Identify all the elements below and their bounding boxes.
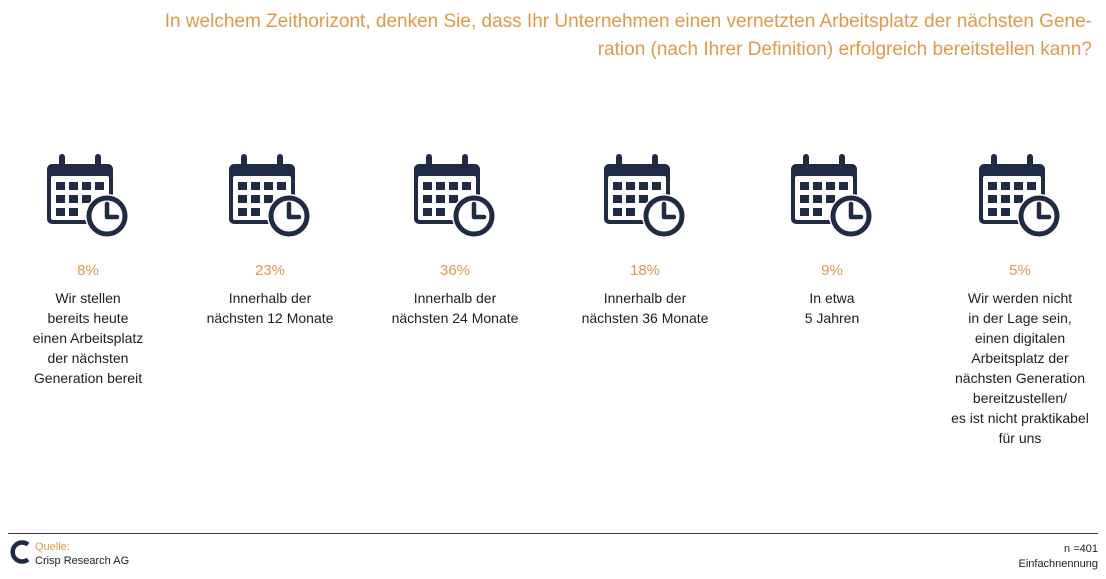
answer-item: 5% Wir werden nicht in der Lage sein, einen… (940, 148, 1100, 448)
answer-item: 36% Innerhalb der nächsten 24 Monate (375, 148, 535, 328)
answer-label-line: für uns (998, 430, 1042, 446)
answer-label-line: der nächsten (47, 350, 129, 366)
percent-value: 23% (254, 262, 286, 279)
answer-label-line: Innerhalb der (413, 290, 497, 306)
answer-label-line: Wir stellen (55, 290, 121, 306)
answer-label-line: Generation bereit (33, 370, 143, 386)
answer-label: In etwa 5 Jahren (752, 288, 912, 328)
percent-value: 8% (77, 262, 99, 279)
answer-item: 23% Innerhalb der nächsten 12 Monate (190, 148, 350, 328)
calendar-clock-icon (40, 148, 136, 244)
percent-value: 18% (629, 262, 661, 279)
answer-item: 18% Innerhalb der nächsten 36 Monate (565, 148, 725, 328)
answer-item: 9% In etwa 5 Jahren (752, 148, 912, 328)
answer-label: Innerhalb der nächsten 24 Monate (375, 288, 535, 328)
answer-label-line: Innerhalb der (228, 290, 312, 306)
answer-label: Innerhalb der nächsten 36 Monate (565, 288, 725, 328)
percent-value: 5% (1009, 262, 1031, 279)
answer-label-line: nächsten 24 Monate (391, 310, 519, 326)
title-line-2: ration (nach Ihrer Definition) erfolgrei… (597, 39, 1092, 60)
crisp-logo-icon (10, 540, 30, 564)
chart-title: In welchem Zeithorizont, denken Sie, das… (32, 8, 1092, 64)
answer-label-line: In etwa (809, 290, 855, 306)
percent-value: 36% (439, 262, 471, 279)
calendar-clock-icon (784, 148, 880, 244)
answer-type: Einfachnennung (1018, 558, 1098, 570)
source-label: Quelle: (35, 541, 70, 553)
sample-size: n =401 (1064, 543, 1098, 555)
title-line-1: In welchem Zeithorizont, denken Sie, das… (164, 11, 1092, 32)
answer-label-line: Wir werden nicht (967, 290, 1073, 306)
answer-label-line: einen Arbeitsplatz (32, 330, 144, 346)
answer-label: Wir werden nicht in der Lage sein, einen d… (940, 288, 1100, 448)
source-name: Crisp Research AG (35, 555, 130, 567)
calendar-clock-icon (222, 148, 318, 244)
answer-label-line: in der Lage sein, (968, 310, 1072, 326)
answer-label-line: nächsten 12 Monate (206, 310, 334, 326)
answer-label-line: Arbeitsplatz der (971, 350, 1069, 366)
answer-label: Innerhalb der nächsten 12 Monate (190, 288, 350, 328)
sample-info: n =401 Einfachnennung (1018, 542, 1098, 572)
answer-label-line: 5 Jahren (804, 310, 860, 326)
answer-item: 8% Wir stellen bereits heute einen Arbeitsp… (8, 148, 168, 388)
answer-label-line: nächsten 36 Monate (581, 310, 709, 326)
answer-label-line: Innerhalb der (603, 290, 687, 306)
percent-value: 9% (821, 262, 843, 279)
answer-label: Wir stellen bereits heute einen Arbeitspla… (8, 288, 168, 388)
calendar-clock-icon (972, 148, 1068, 244)
answer-label-line: bereitzustellen/ (972, 390, 1068, 406)
footer-divider (8, 533, 1098, 534)
answer-label-line: einen digitalen (974, 330, 1066, 346)
answer-label-line: bereits heute (47, 310, 129, 326)
answer-label-line: es ist nicht praktikabel (951, 410, 1089, 426)
answer-label-line: nächsten Generation (955, 370, 1085, 386)
calendar-clock-icon (597, 148, 693, 244)
calendar-clock-icon (407, 148, 503, 244)
